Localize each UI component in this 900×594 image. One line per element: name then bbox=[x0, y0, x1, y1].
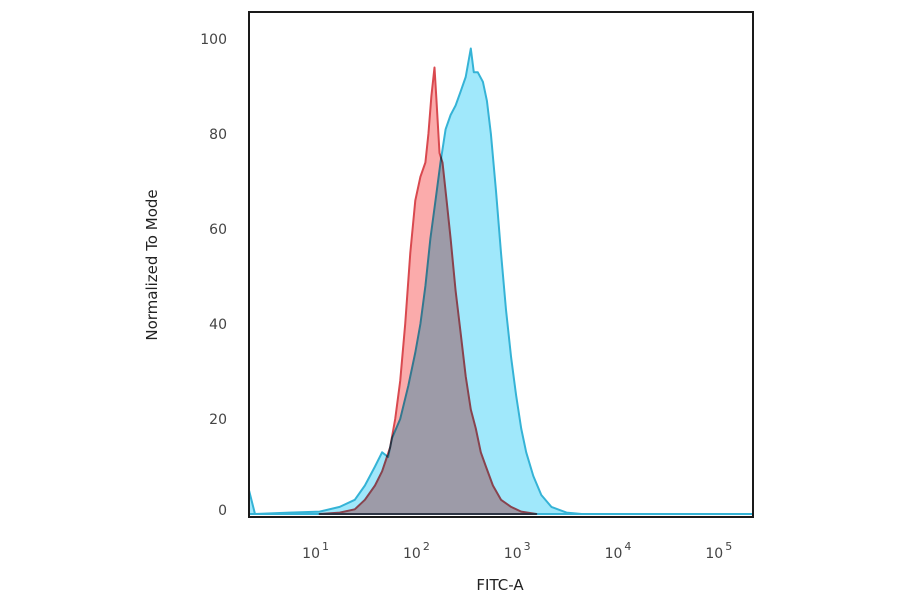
y-tick-label: 0 bbox=[218, 503, 227, 519]
x-tick-label: 10 2 bbox=[403, 540, 430, 562]
plot-frame bbox=[248, 11, 754, 518]
x-tick-label: 10 5 bbox=[705, 540, 732, 562]
y-tick-label: 20 bbox=[209, 412, 227, 428]
x-axis-label: FITC-A bbox=[476, 576, 524, 594]
x-tick-label: 10 4 bbox=[605, 540, 632, 562]
y-tick-label: 80 bbox=[209, 127, 227, 143]
y-axis-ticks: 0 20 40 60 80 100 bbox=[200, 32, 227, 519]
series-layer bbox=[248, 47, 754, 515]
series-isotype-control bbox=[318, 66, 538, 515]
x-axis-ticks: 10 1 10 2 10 3 10 4 10 5 bbox=[302, 540, 732, 562]
y-tick-label: 40 bbox=[209, 317, 227, 333]
y-tick-label: 100 bbox=[200, 32, 227, 48]
x-tick-label: 10 3 bbox=[504, 540, 531, 562]
x-tick-label: 10 1 bbox=[302, 540, 329, 562]
y-tick-label: 60 bbox=[209, 222, 227, 238]
y-axis-label: Normalized To Mode bbox=[143, 189, 161, 340]
series-antibody-stained bbox=[248, 47, 754, 515]
